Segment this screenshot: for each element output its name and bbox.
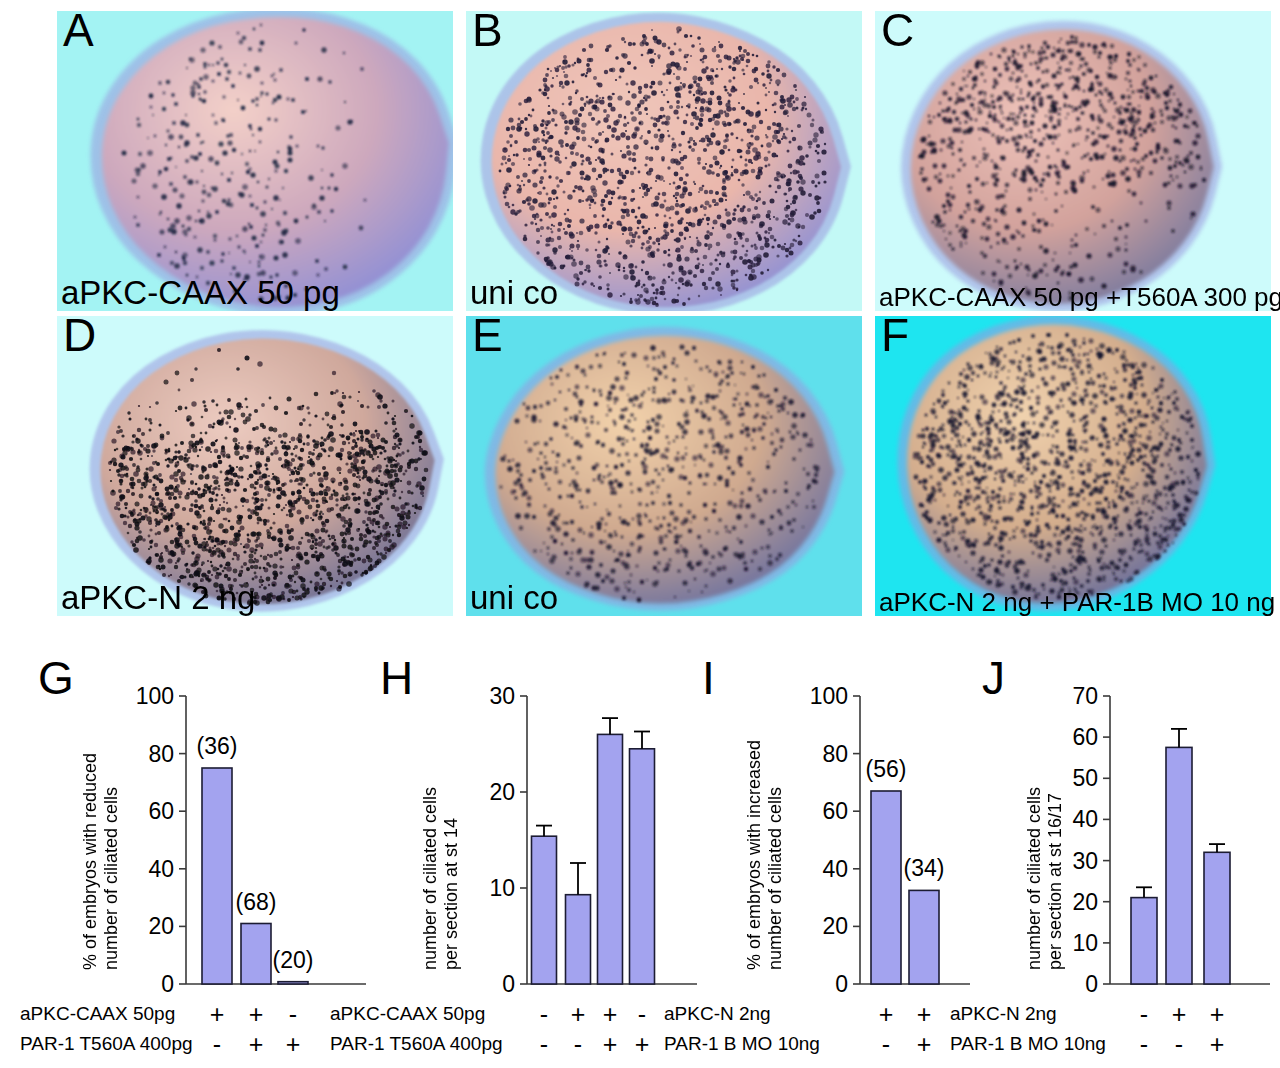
svg-text:60: 60: [1072, 724, 1098, 750]
svg-text:(36): (36): [197, 733, 238, 759]
svg-text:20: 20: [822, 913, 848, 939]
svg-text:70: 70: [1072, 683, 1098, 709]
svg-text:30: 30: [489, 683, 515, 709]
svg-text:0: 0: [835, 971, 848, 997]
svg-text:(20): (20): [273, 947, 314, 973]
svg-text:(68): (68): [236, 889, 277, 915]
svg-text:0: 0: [1085, 971, 1098, 997]
svg-text:0: 0: [502, 971, 515, 997]
svg-text:100: 100: [136, 683, 174, 709]
svg-text:(34): (34): [904, 855, 945, 881]
svg-text:60: 60: [822, 798, 848, 824]
svg-text:80: 80: [822, 741, 848, 767]
svg-text:10: 10: [1072, 930, 1098, 956]
svg-text:50: 50: [1072, 765, 1098, 791]
svg-text:(56): (56): [866, 756, 907, 782]
svg-text:40: 40: [148, 856, 174, 882]
svg-text:100: 100: [810, 683, 848, 709]
svg-text:20: 20: [148, 913, 174, 939]
svg-text:10: 10: [489, 875, 515, 901]
svg-text:0: 0: [161, 971, 174, 997]
svg-text:20: 20: [489, 779, 515, 805]
svg-text:30: 30: [1072, 848, 1098, 874]
svg-text:20: 20: [1072, 889, 1098, 915]
svg-text:80: 80: [148, 741, 174, 767]
svg-text:40: 40: [822, 856, 848, 882]
svg-text:40: 40: [1072, 806, 1098, 832]
svg-text:60: 60: [148, 798, 174, 824]
